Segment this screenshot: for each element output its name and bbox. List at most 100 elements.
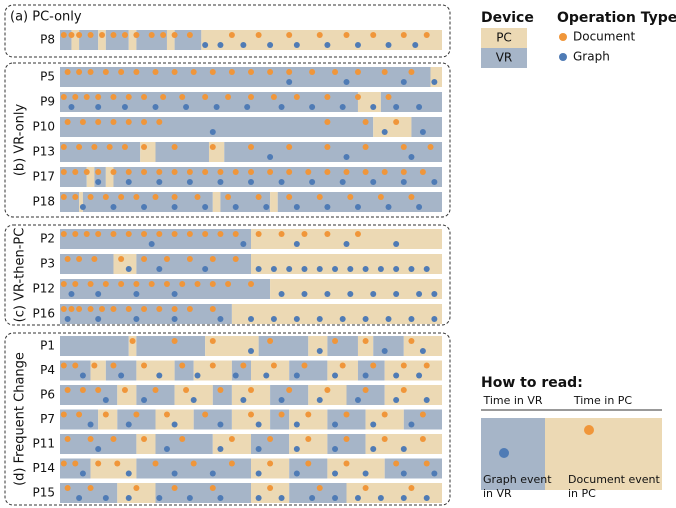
event-dot <box>393 460 400 467</box>
event-dot <box>183 104 190 110</box>
event-dot <box>393 291 400 297</box>
event-dot <box>286 387 293 393</box>
event-dot <box>209 281 216 287</box>
event-dot <box>324 387 331 393</box>
row-label: P10 <box>32 120 55 134</box>
event-dot <box>114 460 121 467</box>
event-dot <box>76 495 83 501</box>
event-dot <box>370 446 377 452</box>
event-dot <box>293 372 300 379</box>
event-dot <box>385 42 392 48</box>
row-label: P6 <box>40 388 55 402</box>
row-label: P7 <box>40 412 55 426</box>
event-dot <box>267 485 274 491</box>
event-dot <box>179 94 186 100</box>
event-dot <box>370 179 377 185</box>
event-dot <box>125 421 132 428</box>
event-dot <box>68 291 75 297</box>
event-dot <box>347 266 354 272</box>
event-dot <box>171 421 178 428</box>
event-dot <box>171 204 178 210</box>
legend-label: VR <box>496 51 513 65</box>
event-dot <box>72 231 79 237</box>
event-dot <box>118 281 125 287</box>
event-dot <box>183 387 190 393</box>
event-dot <box>232 372 239 379</box>
event-dot <box>217 169 224 175</box>
event-dot <box>332 338 339 344</box>
event-dot <box>87 32 94 38</box>
event-dot <box>400 79 407 85</box>
event-dot <box>267 169 274 175</box>
event-dot <box>87 69 94 75</box>
event-dot <box>156 169 163 175</box>
event-dot <box>64 485 71 491</box>
event-dot <box>152 460 159 467</box>
event-dot <box>248 281 254 287</box>
event-dot <box>332 495 339 501</box>
event-dot <box>343 154 350 160</box>
device-segment <box>327 336 358 356</box>
event-dot <box>400 32 407 38</box>
event-dot <box>354 69 361 75</box>
event-dot <box>60 94 67 100</box>
event-dot <box>393 266 400 272</box>
device-segment <box>128 336 137 356</box>
event-dot <box>419 169 426 175</box>
group-box <box>4 62 451 218</box>
event-dot <box>248 179 254 185</box>
event-dot <box>255 194 262 200</box>
event-dot <box>202 411 209 418</box>
device-segment <box>373 117 412 137</box>
event-dot <box>400 144 407 150</box>
event-dot <box>217 495 224 501</box>
event-dot <box>60 281 67 287</box>
device-segment <box>98 30 106 50</box>
legend-swatch <box>481 48 527 68</box>
event-dot <box>118 372 125 379</box>
device-segment <box>82 192 213 212</box>
device-segment <box>174 30 202 50</box>
event-dot <box>79 387 86 393</box>
event-dot <box>324 291 331 297</box>
event-dot <box>156 306 163 312</box>
event-dot <box>102 411 109 418</box>
device-segment <box>136 458 251 479</box>
legend-swatch <box>481 28 527 48</box>
event-dot <box>408 194 415 200</box>
event-dot <box>194 372 201 379</box>
device-segment <box>128 30 137 50</box>
event-dot <box>332 470 339 477</box>
event-dot <box>60 411 67 418</box>
event-dot <box>332 372 339 379</box>
event-dot <box>148 281 155 287</box>
event-dot <box>393 104 400 110</box>
event-dot <box>332 446 339 452</box>
event-dot <box>362 372 369 379</box>
event-dot <box>209 306 216 312</box>
event-dot <box>141 436 148 442</box>
event-dot <box>110 204 117 210</box>
group-label: (d) Frequent Change <box>13 352 28 486</box>
event-dot <box>118 194 125 200</box>
event-dot <box>64 119 71 125</box>
event-dot <box>225 281 232 287</box>
event-dot <box>133 281 140 287</box>
event-dot <box>141 144 148 150</box>
event-dot <box>141 169 148 175</box>
event-dot <box>217 446 224 452</box>
event-dot <box>190 69 197 75</box>
event-dot <box>217 421 224 428</box>
event-dot <box>209 362 216 369</box>
event-dot <box>64 256 71 262</box>
event-dot <box>408 154 415 160</box>
device-segment <box>60 279 271 299</box>
event-dot <box>133 32 140 38</box>
event-dot <box>270 94 277 100</box>
legend-label: PC <box>496 31 512 45</box>
event-dot <box>121 144 128 150</box>
event-dot <box>408 266 415 272</box>
event-dot <box>324 231 331 237</box>
event-dot <box>419 436 426 442</box>
